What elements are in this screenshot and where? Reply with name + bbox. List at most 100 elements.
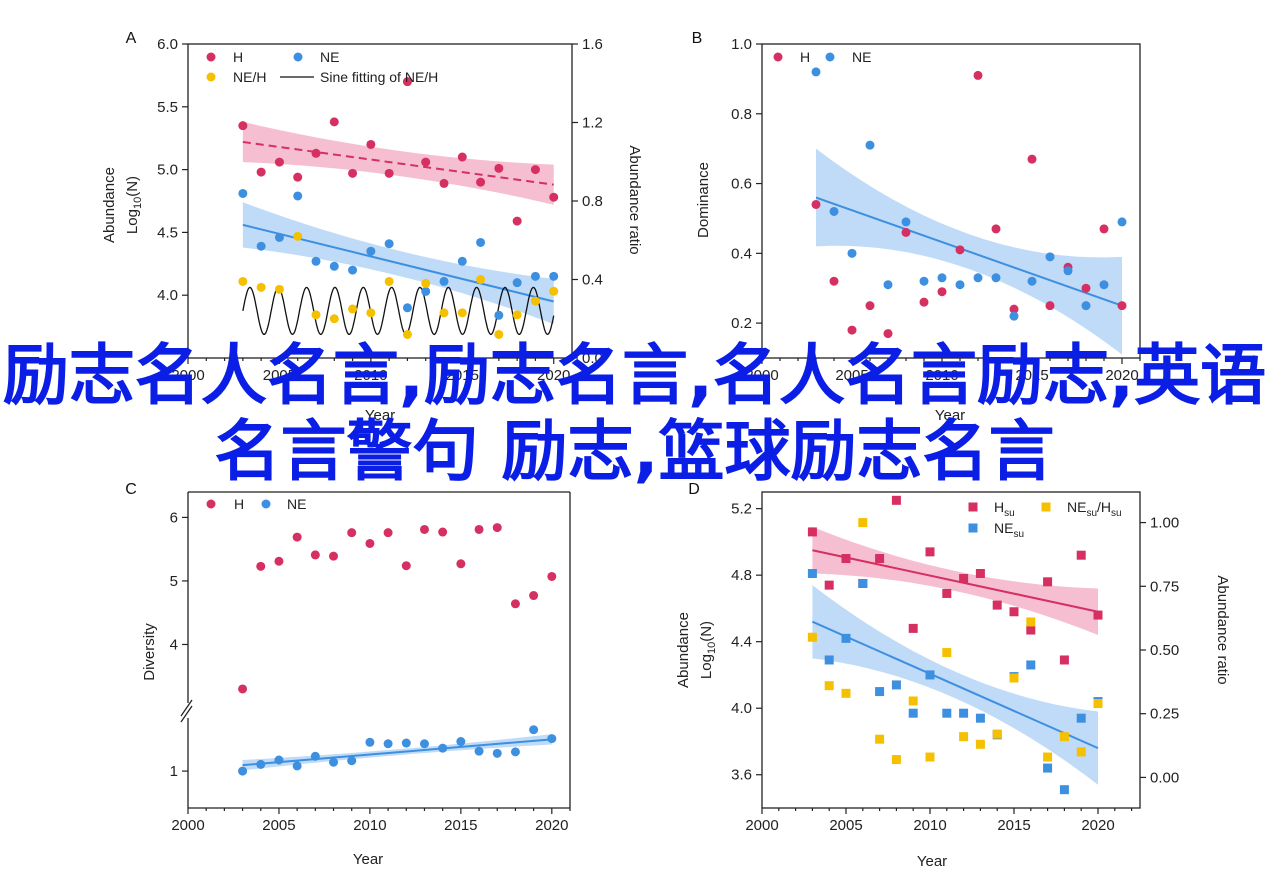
- point-nesu: [807, 568, 817, 578]
- point-h: [293, 172, 303, 182]
- point-hsu: [942, 588, 952, 598]
- y2-tick-label: 0.4: [582, 272, 603, 289]
- legend-h-marker: [773, 52, 783, 62]
- point-ratio: [925, 752, 935, 762]
- point-h: [510, 599, 520, 609]
- x-tick-label: 2015: [446, 367, 479, 384]
- x-tick-label: 2020: [1081, 817, 1114, 834]
- point-hsu: [908, 623, 918, 633]
- point-ne: [1027, 276, 1037, 286]
- y2-axis-label: Abundance ratio: [626, 145, 643, 254]
- point-h: [494, 163, 504, 173]
- point-h: [238, 684, 248, 694]
- point-ne: [1063, 266, 1073, 276]
- point-ratio: [807, 632, 817, 642]
- point-hsu: [891, 495, 901, 505]
- point-h: [292, 532, 302, 542]
- point-ne-h: [348, 304, 358, 314]
- legend-h-marker: [206, 499, 216, 509]
- point-hsu: [841, 554, 851, 564]
- x-tick-label: 2000: [171, 817, 204, 834]
- point-ne-h: [530, 296, 540, 306]
- point-ne: [347, 756, 357, 766]
- point-h: [530, 165, 540, 175]
- point-ne-h: [293, 231, 303, 241]
- point-ne: [474, 746, 484, 756]
- point-h: [492, 523, 502, 533]
- point-ne: [919, 276, 929, 286]
- point-ne: [384, 239, 394, 249]
- y-tick-label: 4.4: [731, 634, 752, 651]
- y-axis-label-2: Log10(N): [698, 621, 718, 679]
- point-ne-h: [402, 329, 412, 339]
- point-ratio: [1009, 673, 1019, 683]
- point-h: [883, 329, 893, 339]
- point-h: [1009, 304, 1019, 314]
- x-tick-label: 2010: [353, 817, 386, 834]
- point-ne: [865, 140, 875, 150]
- y-tick-label: 0.2: [731, 315, 752, 332]
- y2-axis-label: Abundance ratio: [1214, 575, 1231, 684]
- x-tick-label: 2015: [997, 817, 1030, 834]
- y-tick-label: 5.0: [157, 162, 178, 179]
- point-ne: [456, 737, 466, 747]
- x-tick-label: 2010: [925, 367, 958, 384]
- y-tick-label: 4.5: [157, 224, 178, 241]
- point-ne: [401, 738, 411, 748]
- axes-frame: [187, 43, 573, 359]
- point-h: [274, 157, 284, 167]
- x-tick-label: 2020: [535, 817, 568, 834]
- point-ne: [1045, 252, 1055, 262]
- point-ne-h: [274, 284, 284, 294]
- legend-ratio-label: NEsu/Hsu: [1067, 499, 1122, 519]
- point-h: [310, 550, 320, 560]
- point-h: [402, 77, 412, 87]
- point-ne: [329, 757, 339, 767]
- y2-tick-label: 0.0: [582, 350, 603, 367]
- y-axis-label: Abundance: [101, 167, 118, 243]
- point-nesu: [908, 708, 918, 718]
- legend-ne-marker: [293, 52, 303, 62]
- x-tick-label: 2015: [1015, 367, 1048, 384]
- point-h: [549, 192, 559, 202]
- point-nesu: [841, 633, 851, 643]
- panel-label: A: [126, 30, 137, 47]
- point-ne-h: [311, 310, 321, 320]
- point-ne: [292, 761, 302, 771]
- fit-line-h: [242, 140, 554, 186]
- point-hsu: [1076, 550, 1086, 560]
- point-ne: [549, 271, 559, 281]
- legend-ratio-marker: [206, 72, 216, 82]
- point-h: [329, 117, 339, 127]
- point-ratio: [942, 648, 952, 658]
- x-tick-label: 2020: [537, 367, 570, 384]
- y2-tick-label: 1.00: [1150, 515, 1179, 532]
- x-axis-label: Year: [353, 851, 383, 868]
- point-h: [865, 301, 875, 311]
- point-ne-h: [512, 310, 522, 320]
- point-ratio: [841, 688, 851, 698]
- point-h: [347, 528, 357, 538]
- point-ne: [476, 237, 486, 247]
- point-ne: [955, 280, 965, 290]
- point-nesu: [925, 670, 935, 680]
- point-nesu: [824, 655, 834, 665]
- x-tick-label: 2005: [262, 817, 295, 834]
- legend-ne-label: NE: [852, 49, 871, 65]
- point-ratio: [959, 732, 969, 742]
- y-tick-label: 0.4: [731, 245, 752, 262]
- legend-h-label: H: [234, 496, 244, 512]
- point-ne: [293, 191, 303, 201]
- point-ne: [1009, 311, 1019, 321]
- point-ratio: [891, 755, 901, 765]
- point-ratio: [1059, 732, 1069, 742]
- point-hsu: [992, 600, 1002, 610]
- y2-tick-label: 1.2: [582, 115, 603, 132]
- point-ne: [901, 217, 911, 227]
- point-h: [311, 148, 321, 158]
- point-ne: [365, 737, 375, 747]
- point-h: [829, 276, 839, 286]
- point-ratio: [1026, 617, 1036, 627]
- x-tick-label: 2005: [835, 367, 868, 384]
- fit-line-h: [812, 549, 1099, 613]
